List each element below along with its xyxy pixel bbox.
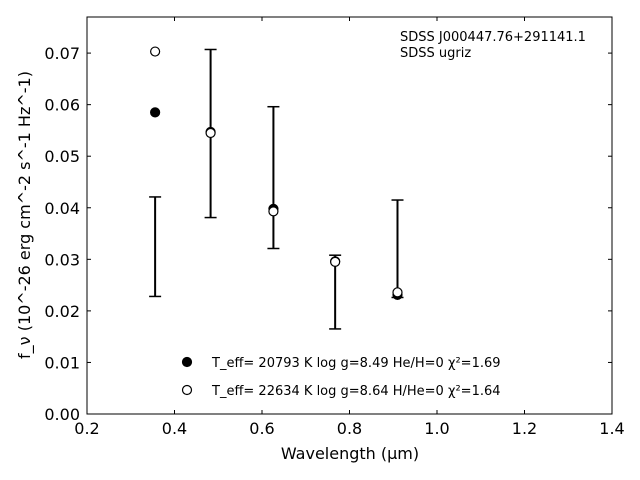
y-tick-label: 0.01 [44,353,80,372]
data-point-model-2 [150,46,161,57]
x-tick-label: 0.6 [249,419,274,438]
legend-label-2: T_eff= 22634 K log g=8.64 H/He=0 χ²=1.64 [211,384,501,399]
y-tick-label: 0.04 [44,199,80,218]
y-tick-label: 0.02 [44,302,80,321]
plot-frame [86,16,613,415]
data-point-model-2 [268,206,279,217]
x-axis-ticks: 0.2 0.4 0.6 0.8 1.0 1.2 1.4 [74,17,625,438]
x-tick-label: 0.4 [162,419,187,438]
legend: T_eff= 20793 K log g=8.49 He/H=0 χ²=1.69… [181,356,501,399]
y-tick-label: 0.03 [44,250,80,269]
x-tick-label: 0.2 [74,419,99,438]
data-point-model-1 [150,107,161,118]
annotation-photometry: SDSS ugriz [400,46,471,61]
annotation-object: SDSS J000447.76+291141.1 [400,30,586,45]
x-axis-title: Wavelength (μm) [281,444,419,463]
x-tick-label: 1.4 [599,419,624,438]
y-tick-label: 0.05 [44,147,80,166]
legend-label-1: T_eff= 20793 K log g=8.49 He/H=0 χ²=1.69 [211,356,501,371]
data-point-model-2 [330,256,341,268]
y-tick-label: 0.00 [44,405,80,424]
y-tick-label: 0.07 [44,44,80,63]
x-tick-label: 1.0 [424,419,449,438]
y-tick-label: 0.06 [44,96,80,115]
x-tick-label: 1.2 [512,419,537,438]
y-axis-ticks: 0.00 0.01 0.02 0.03 0.04 0.05 0.06 0.07 [44,44,612,424]
data-point-model-2 [392,287,403,298]
legend-marker-open [181,384,193,396]
y-axis-title: f_ν (10^-26 erg cm^-2 s^-1 Hz^-1) [15,71,35,359]
x-tick-label: 0.8 [337,419,362,438]
data-points [150,46,403,300]
data-point-model-2 [205,127,216,139]
legend-marker-filled [181,356,193,368]
